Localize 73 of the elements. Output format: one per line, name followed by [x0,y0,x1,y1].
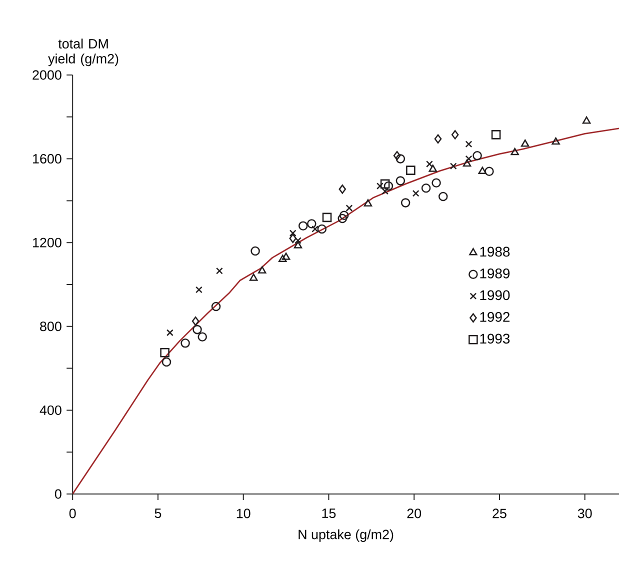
point [216,267,223,274]
point [192,324,202,334]
point [198,332,208,342]
legend-label: 1990 [480,290,510,300]
x-tick-label: 20 [407,508,422,518]
point [250,246,260,256]
point [258,266,266,274]
y-tick-label: 2000 [32,70,62,80]
point [465,140,472,148]
point [510,148,519,156]
point [478,166,487,174]
point [307,219,316,228]
point [412,190,420,197]
legend-label: 1992 [480,312,510,322]
point [462,159,472,167]
point [451,130,459,140]
point [484,166,494,176]
x-tick-label: 5 [154,508,162,518]
point [289,234,297,244]
point [338,214,348,224]
legend-label: 1989 [480,268,510,278]
point [520,139,530,147]
point [491,130,501,140]
x-tick-label: 30 [578,508,592,518]
point [421,183,431,193]
point [400,198,410,208]
point [294,241,302,248]
x-tick-label: 25 [492,508,506,518]
point [322,212,332,222]
point [552,137,560,145]
y-tick-label: 800 [40,322,62,332]
point [249,274,258,281]
point [582,116,591,124]
point [428,164,437,172]
y-tick-label: 1200 [33,238,62,248]
point [195,286,202,294]
point [312,226,319,232]
y-tick-label: 400 [40,405,62,415]
legend-label: 1988 [480,246,510,257]
y-axis-title: total DM yield (g/m2) [48,38,118,66]
y-tick-label: 0 [54,489,62,499]
x-tick-label: 15 [322,508,336,518]
point [382,188,389,195]
point [396,154,406,164]
point [278,254,287,262]
point [180,338,190,348]
point [338,184,346,194]
legend-label: 1993 [480,334,510,344]
point [282,252,290,260]
x-tick-label: 10 [236,508,250,518]
point [211,302,221,312]
point [346,204,353,212]
point [166,329,174,336]
point [406,166,416,175]
point [450,162,457,170]
point [192,316,200,326]
point [160,348,170,358]
point [339,210,349,220]
point [472,151,482,160]
x-axis-title: N uptake (g/m2) [298,529,394,542]
point [432,178,441,188]
y-tick-label: 1600 [33,154,62,164]
x-tick-label: 0 [69,508,76,518]
point [162,357,172,367]
point [317,224,327,234]
point [380,179,390,189]
point [438,192,448,202]
point [393,151,401,160]
point [364,199,372,206]
point [384,181,394,191]
point [434,134,442,144]
point [396,176,406,186]
point [298,221,308,230]
